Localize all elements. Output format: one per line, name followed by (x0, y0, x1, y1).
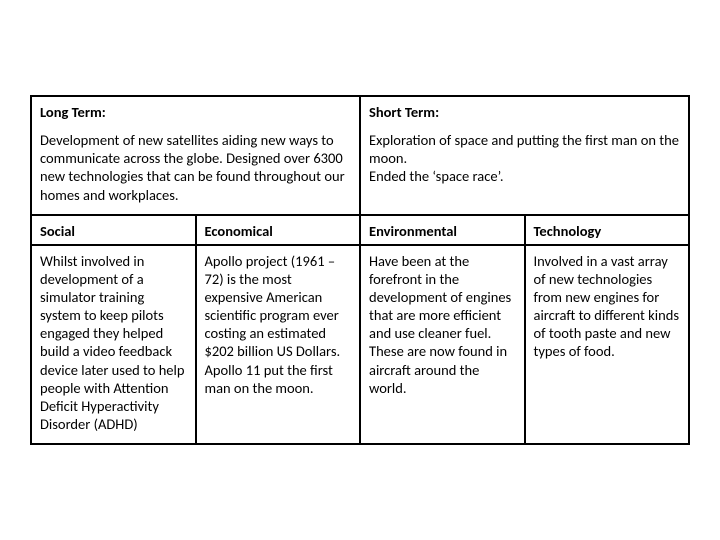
short-term-body: Exploration of space and putting the fir… (369, 131, 680, 185)
impact-table: Long Term: Development of new satellites… (30, 95, 690, 445)
long-term-body: Development of new satellites aiding new… (40, 131, 351, 204)
short-term-title: Short Term: (369, 103, 680, 121)
col-header-environmental: Environmental (360, 215, 525, 245)
short-term-cell: Short Term: Exploration of space and put… (360, 96, 689, 215)
environmental-cell: Have been at the forefront in the develo… (360, 245, 525, 444)
col-header-economical: Economical (196, 215, 361, 245)
col-header-social: Social (31, 215, 196, 245)
economical-cell: Apollo project (1961 – 72) is the most e… (196, 245, 361, 444)
col-header-technology: Technology (525, 215, 690, 245)
technology-cell: Involved in a vast array of new technolo… (525, 245, 690, 444)
table-row: Whilst involved in development of a simu… (31, 245, 689, 444)
social-cell: Whilst involved in development of a simu… (31, 245, 196, 444)
table-row: Social Economical Environmental Technolo… (31, 215, 689, 245)
table-row: Long Term: Development of new satellites… (31, 96, 689, 215)
long-term-cell: Long Term: Development of new satellites… (31, 96, 360, 215)
long-term-title: Long Term: (40, 103, 351, 121)
